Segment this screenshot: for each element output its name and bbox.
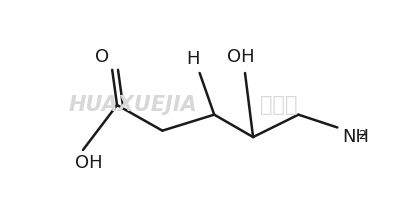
Text: O: O [95, 48, 110, 66]
Text: 化学加: 化学加 [260, 95, 298, 115]
Text: OH: OH [227, 48, 255, 66]
Text: HUAXUEJIA: HUAXUEJIA [69, 95, 198, 115]
Text: H: H [186, 50, 200, 68]
Text: OH: OH [75, 154, 102, 172]
Text: NH: NH [342, 128, 369, 146]
Text: 2: 2 [358, 129, 366, 142]
